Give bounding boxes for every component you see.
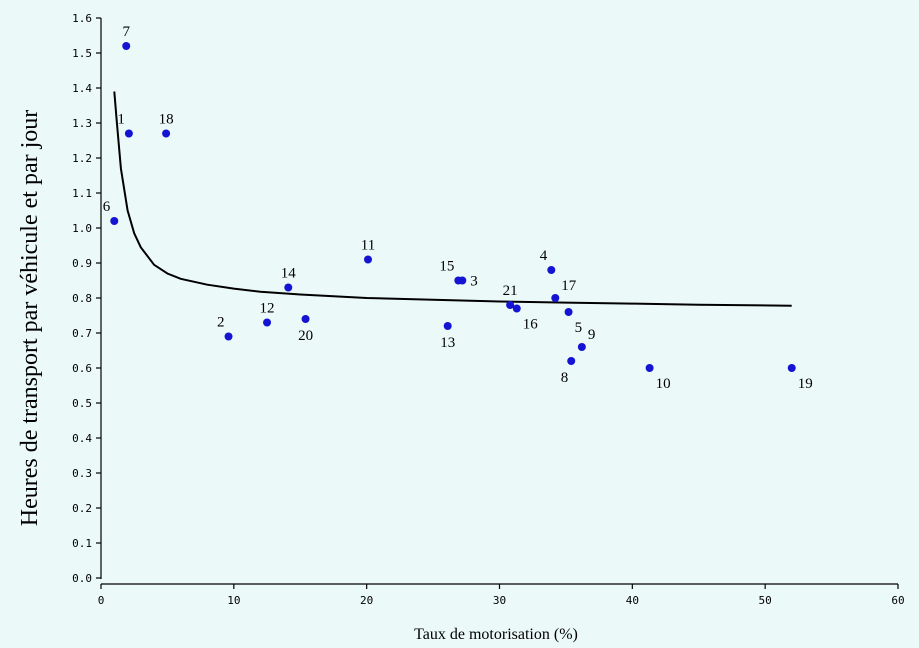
fit-curve-group xyxy=(113,91,792,307)
data-point-8 xyxy=(567,357,576,365)
data-point-11 xyxy=(363,255,372,264)
data-point-18 xyxy=(162,129,171,138)
y-tick-label: 1.6 xyxy=(72,12,92,25)
point-label-2: 2 xyxy=(217,315,225,331)
y-tick-label: 0.1 xyxy=(72,537,92,550)
y-tick-label: 1.0 xyxy=(72,222,92,235)
data-point-19 xyxy=(787,364,796,372)
y-tick-label: 0.7 xyxy=(72,327,92,340)
point-label-7: 7 xyxy=(122,24,130,40)
y-tick-label: 1.2 xyxy=(72,152,92,165)
point-label-5: 5 xyxy=(575,320,583,336)
point-label-15: 15 xyxy=(439,259,454,275)
point-label-11: 11 xyxy=(361,238,375,254)
data-point-12 xyxy=(263,318,272,327)
y-tick-label: 0.9 xyxy=(72,257,92,270)
y-tick-label: 0.0 xyxy=(72,572,92,585)
point-label-6: 6 xyxy=(103,199,111,215)
y-tick-label: 0.6 xyxy=(72,362,92,375)
y-tick-label: 0.2 xyxy=(72,502,92,515)
point-label-9: 9 xyxy=(588,327,596,343)
x-tick-label: 0 xyxy=(98,594,105,607)
data-point-6 xyxy=(110,217,119,225)
point-label-18: 18 xyxy=(159,112,174,128)
data-point-15 xyxy=(454,276,463,285)
y-tick-label: 1.3 xyxy=(72,117,92,130)
point-label-13: 13 xyxy=(440,335,455,351)
point-label-10: 10 xyxy=(656,376,671,392)
data-point-17 xyxy=(551,294,560,302)
x-tick-label: 50 xyxy=(759,594,772,607)
point-label-12: 12 xyxy=(260,301,275,317)
data-point-20 xyxy=(301,315,310,323)
data-point-2 xyxy=(224,332,233,341)
fit-curve xyxy=(113,91,792,307)
x-axis-title: Taux de motorisation (%) xyxy=(414,626,578,643)
y-tick-label: 0.5 xyxy=(72,397,92,410)
point-label-4: 4 xyxy=(540,248,548,264)
x-tick-label: 40 xyxy=(626,594,639,607)
x-tick-label: 10 xyxy=(227,594,240,607)
y-tick-label: 1.5 xyxy=(72,47,92,60)
data-point-16 xyxy=(512,304,521,313)
data-point-1 xyxy=(124,129,133,138)
ticks-group: 0.0 0.1 0.2 0.3 0.4 0.5 0.6 0.7 0.8 0.9 1.0 1.1 1.2 1… xyxy=(72,12,905,607)
y-tick-label: 1.4 xyxy=(72,82,92,95)
data-point-13 xyxy=(443,322,452,330)
data-point-7 xyxy=(122,42,131,50)
data-point-4 xyxy=(547,266,556,274)
data-point-21 xyxy=(506,301,515,309)
x-tick-label: 30 xyxy=(493,594,506,607)
point-label-20: 20 xyxy=(298,328,313,344)
data-point-5 xyxy=(564,308,573,316)
point-label-21: 21 xyxy=(503,283,518,299)
point-label-8: 8 xyxy=(561,370,569,386)
data-point-10 xyxy=(645,364,654,372)
data-point-9 xyxy=(577,343,586,351)
x-tick-label: 20 xyxy=(360,594,373,607)
y-tick-label: 0.4 xyxy=(72,432,92,445)
y-tick-label: 0.8 xyxy=(72,292,92,305)
point-label-3: 3 xyxy=(470,274,478,290)
point-label-19: 19 xyxy=(798,376,813,392)
point-label-1: 1 xyxy=(117,112,125,128)
y-tick-label: 0.3 xyxy=(72,467,92,480)
point-label-17: 17 xyxy=(561,278,577,294)
y-tick-label: 1.1 xyxy=(72,187,92,200)
x-tick-label: 60 xyxy=(891,594,904,607)
data-point-14 xyxy=(284,283,293,292)
point-label-14: 14 xyxy=(281,266,297,282)
points-group xyxy=(110,42,796,372)
y-axis-title: Heures de transport par véhicule et par … xyxy=(17,110,43,527)
point-label-16: 16 xyxy=(523,317,539,333)
